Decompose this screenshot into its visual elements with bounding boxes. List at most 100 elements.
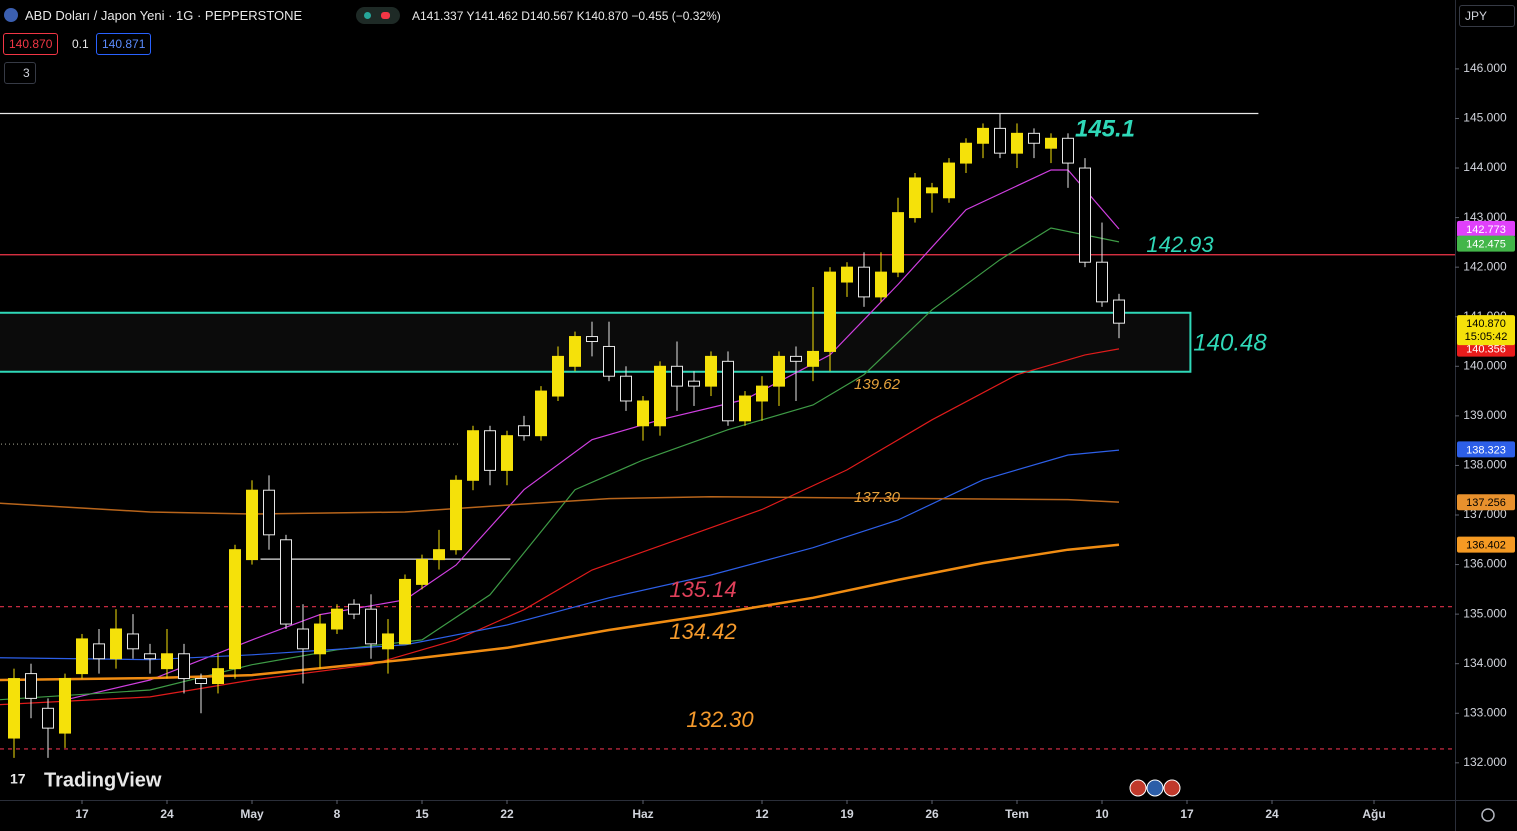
candle-body [348,603,361,615]
ma-line [0,495,1120,515]
x-tick-label: 24 [1265,807,1279,821]
ohlc-high: Y141.462 [466,9,518,23]
y-tick-label: 142.000 [1463,259,1507,273]
candle-body [739,395,752,422]
candle-body [25,673,38,699]
status-dot [364,12,371,19]
price-label-bg [1457,220,1515,237]
candle-body [1112,299,1125,324]
y-tick-label: 139.000 [1463,408,1507,422]
candle-body [756,385,769,402]
status-dot [381,12,390,19]
candle-body [908,177,921,219]
candle-body [501,435,514,471]
zone [0,311,1192,373]
x-tick-label: 24 [160,807,174,821]
candle-body [790,355,803,362]
candle-body [433,549,446,561]
candle-body [1044,137,1057,149]
x-tick-label: May [240,807,264,821]
x-tick-label: Ağu [1362,807,1385,821]
price-label-bg [1457,441,1515,458]
event-icon[interactable] [1146,779,1164,797]
x-tick-label: 15 [415,807,429,821]
y-tick-label: 144.000 [1463,160,1507,174]
annotation: 137.30 [854,489,901,506]
y-tick-label: 143.000 [1463,210,1507,224]
candle-body [382,633,395,650]
price-label: 137.256 [1466,497,1506,509]
candle-body [212,668,225,685]
status-badge[interactable] [356,7,400,24]
candle-body [637,400,650,427]
x-tick-label: 26 [925,807,939,821]
y-tick-label: 146.000 [1463,61,1507,75]
candle-body [807,350,820,367]
x-tick-label: 17 [1180,807,1194,821]
annotation: 139.62 [854,376,901,393]
candle-body [976,127,989,144]
settings-icon[interactable] [1481,808,1495,822]
x-tick-label: 19 [840,807,854,821]
ohlc-low: D140.567 [521,9,574,23]
candle-body [467,430,480,481]
annotation: 140.48 [1193,329,1267,356]
y-tick-label: 134.000 [1463,656,1507,670]
x-tick-label: 22 [500,807,514,821]
price-label-bg [1457,494,1515,511]
candle-body [1027,132,1040,144]
candle-body [858,266,871,298]
candle-body [76,638,89,675]
candle-body [8,678,21,739]
annotation: 134.42 [669,619,736,644]
price-label: 138.323 [1466,444,1506,456]
ohlc-open: A141.337 [412,9,464,23]
logo-mark: 17 [10,771,26,787]
buy-button[interactable]: 140.871 [96,33,152,55]
y-tick-label: 138.000 [1463,458,1507,472]
currency-select[interactable]: JPY [1459,5,1515,27]
candle-body [59,678,72,734]
price-label: 142.475 [1466,239,1506,251]
candle-body [297,628,310,650]
annotation: 132.30 [686,707,754,732]
y-tick-label: 136.000 [1463,557,1507,571]
candle-body [399,578,412,645]
candle-body [569,336,582,367]
candle-body [144,653,157,660]
ma-line [0,227,1120,701]
candle-body [263,489,276,536]
event-icons[interactable] [1129,779,1181,797]
candle-body [1010,132,1023,154]
annotation: 135.14 [669,577,736,602]
price-label-bg [1457,536,1515,553]
y-tick-label: 137.000 [1463,507,1507,521]
candle-body [518,425,531,437]
candle-body [892,212,904,273]
candle-body [314,623,327,655]
price-label: 142.773 [1466,224,1506,236]
y-tick-label: 140.000 [1463,358,1507,372]
layers-toggle[interactable]: 3 [4,62,36,84]
sell-button[interactable]: 140.870 [3,33,59,55]
y-tick-label: 135.000 [1463,606,1507,620]
candle-body [722,360,735,422]
candle-body [603,345,616,377]
candle-body [586,336,599,343]
ma-line [0,348,1120,706]
candle-body [688,380,701,387]
candle-body [993,127,1006,154]
y-tick-label: 133.000 [1463,705,1507,719]
candle-body [416,559,429,585]
candle-body [1095,261,1108,303]
candle-body [1061,137,1074,164]
candle-body [484,430,497,471]
ma-line [0,449,1120,661]
spread: 0.1 [72,37,89,51]
current-price: 140.870 [1466,318,1506,330]
x-tick-label: 8 [334,807,341,821]
event-icon[interactable] [1163,779,1181,797]
symbol[interactable]: ABD Doları / Japon Yeni · 1G · PEPPERSTO… [25,8,303,23]
event-icon[interactable] [1129,779,1147,797]
